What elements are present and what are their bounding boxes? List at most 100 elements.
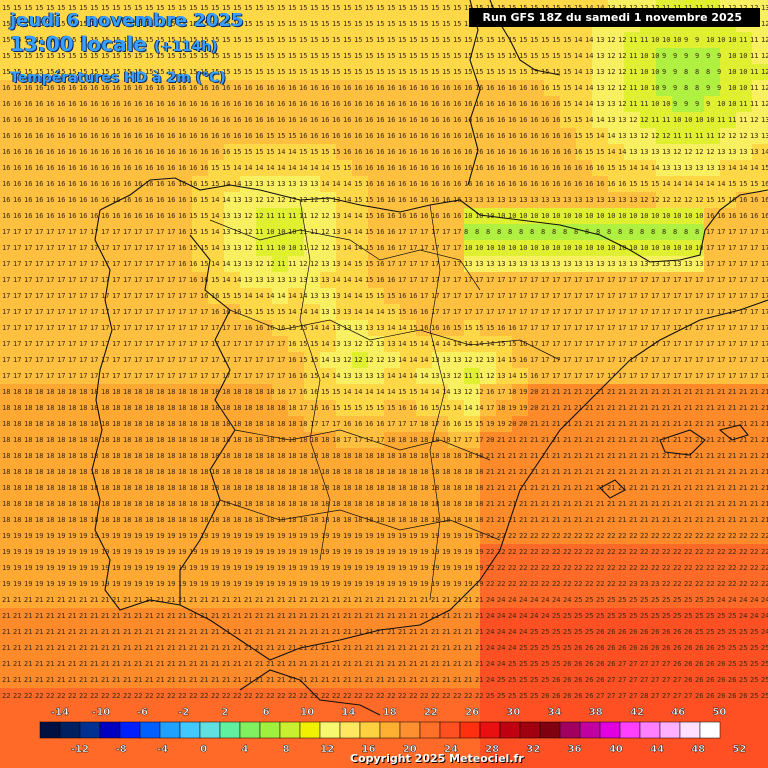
grid-value: 12 [321, 212, 329, 220]
grid-value: 18 [13, 500, 21, 508]
grid-value: 17 [255, 340, 263, 348]
grid-value: 17 [24, 228, 32, 236]
grid-value: 16 [552, 132, 560, 140]
temperature-cell [80, 80, 96, 96]
grid-value: 22 [541, 580, 549, 588]
grid-value: 19 [398, 580, 406, 588]
grid-value: 18 [79, 436, 87, 444]
grid-value: 16 [420, 84, 428, 92]
grid-value: 17 [574, 324, 582, 332]
grid-value: 21 [585, 436, 593, 444]
grid-value: 14 [211, 260, 219, 268]
grid-value: 25 [640, 596, 648, 604]
temperature-cell [320, 16, 336, 32]
temperature-cell [176, 64, 192, 80]
grid-value: 17 [563, 324, 571, 332]
grid-value: 17 [156, 308, 164, 316]
grid-value: 17 [607, 356, 615, 364]
grid-value: 22 [695, 580, 703, 588]
grid-value: 18 [255, 436, 263, 444]
grid-value: 18 [442, 516, 450, 524]
grid-value: 17 [145, 324, 153, 332]
grid-value: 17 [684, 324, 692, 332]
grid-value: 18 [233, 484, 241, 492]
grid-value: 17 [35, 228, 43, 236]
grid-value: 21 [24, 612, 32, 620]
grid-value: 17 [57, 356, 65, 364]
temperature-cell [720, 112, 736, 128]
grid-value: 18 [35, 388, 43, 396]
grid-value: 18 [233, 436, 241, 444]
temperature-cell [752, 64, 768, 80]
grid-value: 22 [662, 580, 670, 588]
grid-value: 14 [233, 180, 241, 188]
grid-value: 15 [310, 20, 318, 28]
grid-value: 9 [706, 100, 710, 108]
grid-value: 17 [233, 324, 241, 332]
grid-value: 13 [695, 260, 703, 268]
grid-value: 12 [365, 340, 373, 348]
grid-value: 19 [2, 580, 10, 588]
grid-value: 17 [189, 308, 197, 316]
grid-value: 17 [739, 372, 747, 380]
grid-value: 8 [519, 228, 523, 236]
grid-value: 17 [2, 228, 10, 236]
grid-value: 16 [376, 196, 384, 204]
grid-value: 15 [299, 356, 307, 364]
grid-value: 22 [640, 548, 648, 556]
grid-value: 17 [2, 276, 10, 284]
grid-value: 16 [2, 180, 10, 188]
grid-value: 21 [750, 484, 758, 492]
grid-value: 15 [420, 36, 428, 44]
grid-value: 22 [497, 564, 505, 572]
grid-value: 17 [453, 260, 461, 268]
grid-value: 11 [266, 244, 274, 252]
grid-value: 16 [68, 180, 76, 188]
grid-value: 22 [530, 532, 538, 540]
temperature-cell [608, 144, 624, 160]
temperature-cell [384, 64, 400, 80]
temperature-cell [336, 96, 352, 112]
grid-value: 21 [684, 500, 692, 508]
grid-value: 12 [640, 116, 648, 124]
grid-value: 17 [68, 276, 76, 284]
grid-value: 11 [640, 36, 648, 44]
grid-value: 18 [211, 436, 219, 444]
grid-value: 8 [629, 228, 633, 236]
grid-value: 14 [574, 100, 582, 108]
grid-value: 16 [123, 212, 131, 220]
grid-value: 13 [222, 228, 230, 236]
grid-value: 9 [695, 36, 699, 44]
grid-value: 22 [750, 532, 758, 540]
grid-value: 17 [35, 324, 43, 332]
temperature-cell [480, 144, 496, 160]
grid-value: 19 [134, 564, 142, 572]
grid-value: 15 [530, 52, 538, 60]
grid-value: 17 [266, 340, 274, 348]
grid-value: 18 [112, 452, 120, 460]
grid-value: 16 [24, 180, 32, 188]
grid-value: 18 [90, 404, 98, 412]
grid-value: 17 [552, 308, 560, 316]
temperature-cell [720, 48, 736, 64]
temperature-cell [64, 160, 80, 176]
grid-value: 15 [354, 68, 362, 76]
grid-value: 16 [90, 100, 98, 108]
grid-value: 16 [354, 132, 362, 140]
grid-value: 13 [244, 180, 252, 188]
grid-value: 21 [618, 484, 626, 492]
grid-value: 17 [13, 308, 21, 316]
grid-value: 13 [244, 260, 252, 268]
grid-value: 16 [475, 180, 483, 188]
grid-value: 16 [299, 132, 307, 140]
grid-value: 17 [145, 308, 153, 316]
grid-value: 10 [530, 212, 538, 220]
grid-value: 12 [299, 196, 307, 204]
grid-value: 16 [101, 100, 109, 108]
grid-value: 16 [145, 212, 153, 220]
grid-value: 13 [332, 324, 340, 332]
grid-value: 16 [222, 100, 230, 108]
temperature-cell [448, 128, 464, 144]
grid-value: 17 [123, 308, 131, 316]
temperature-cell [672, 96, 688, 112]
